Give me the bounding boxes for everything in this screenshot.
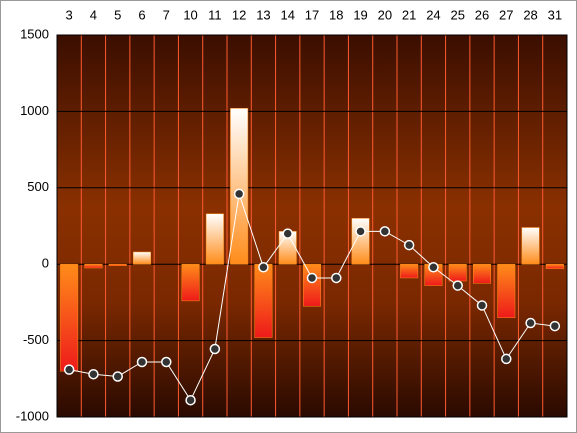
x-tick-label: 4: [90, 7, 97, 22]
line-marker: [161, 356, 172, 368]
x-tick-label: 12: [232, 7, 246, 22]
x-tick-label: 19: [353, 7, 367, 22]
x-tick-label: 31: [548, 7, 562, 22]
bar: [521, 227, 540, 265]
line-marker: [549, 320, 561, 332]
x-tick-label: 13: [256, 7, 270, 22]
plot-area: [57, 35, 567, 417]
bar: [448, 263, 467, 282]
line-marker: [233, 188, 245, 200]
bar: [230, 108, 249, 265]
bar: [400, 263, 419, 279]
bar: [473, 263, 491, 284]
line-marker: [136, 356, 148, 368]
bar: [84, 263, 103, 269]
line-marker: [185, 394, 196, 406]
line-marker: [452, 280, 463, 291]
x-tick-label: 18: [329, 7, 343, 22]
x-tick-label: 11: [208, 7, 222, 22]
bar: [133, 251, 151, 265]
x-tick-label: 17: [305, 7, 319, 22]
x-tick-label: 3: [66, 7, 73, 22]
x-tick-label: 26: [475, 7, 489, 22]
x-tick-label: 20: [378, 7, 392, 22]
line-marker: [379, 226, 391, 237]
x-tick-label: 14: [280, 7, 294, 22]
bar: [303, 263, 321, 307]
x-tick-label: 27: [499, 7, 513, 22]
bar: [60, 263, 79, 372]
x-tick-label: 7: [163, 7, 170, 22]
line-marker: [209, 343, 221, 355]
bar: [181, 263, 200, 302]
line-marker: [355, 226, 366, 237]
x-tick-label: 5: [114, 7, 121, 22]
y-tick-label: -1000: [16, 408, 49, 423]
bar: [351, 218, 370, 265]
x-tick-label: 28: [523, 7, 537, 22]
y-tick-label: 1000: [20, 103, 49, 118]
x-tick-label: 6: [138, 7, 145, 22]
line-marker: [88, 368, 99, 380]
bar: [108, 263, 127, 266]
line-marker: [112, 371, 123, 382]
x-tick-label: 21: [402, 7, 416, 22]
line-marker: [63, 364, 75, 375]
line-marker: [331, 272, 342, 284]
x-tick-label: 10: [183, 7, 197, 22]
bar: [545, 263, 564, 270]
line-marker: [258, 262, 269, 273]
y-tick-label: 500: [27, 179, 49, 194]
x-tick-label: 24: [426, 7, 440, 22]
line-marker: [476, 300, 488, 311]
y-tick-label: -500: [23, 332, 49, 347]
y-tick-label: 0: [42, 256, 49, 271]
plot-border: [56, 34, 568, 418]
line-marker: [403, 239, 415, 251]
bar: [497, 263, 516, 318]
y-tick-label: 1500: [20, 26, 49, 41]
line-marker: [282, 228, 293, 239]
bar: [205, 213, 224, 265]
line-marker: [428, 262, 439, 273]
line-marker: [501, 353, 512, 365]
x-tick-label: 25: [450, 7, 464, 22]
line-marker: [306, 272, 318, 284]
line-marker: [525, 317, 536, 329]
bar: [254, 263, 273, 338]
